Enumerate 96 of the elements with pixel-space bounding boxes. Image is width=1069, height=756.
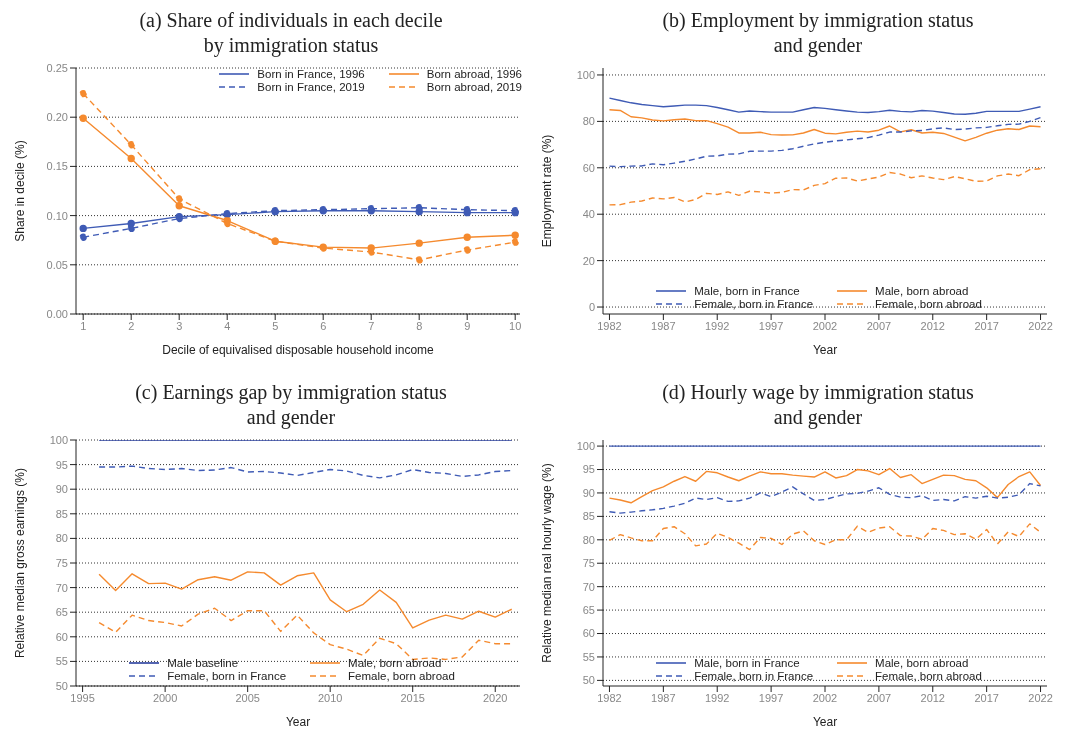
x-tick-label: 1987 [651, 319, 676, 332]
x-tick-label: 2017 [974, 691, 999, 704]
y-tick-label: 40 [582, 208, 595, 221]
x-tick-label: 2007 [866, 319, 892, 332]
y-axis-title: Share in decile (%) [13, 140, 28, 242]
x-tick-label: 2015 [400, 691, 425, 704]
x-tick-label: 7 [368, 319, 375, 332]
y-tick-label: 0.20 [46, 111, 68, 124]
y-tick-label: 100 [49, 433, 68, 446]
y-tick-label: 55 [55, 655, 68, 668]
x-tick-label: 2005 [235, 691, 260, 704]
x-tick-label: 1997 [758, 319, 784, 332]
x-tick-label: 4 [224, 319, 231, 332]
legend-label: Male, born abroad [875, 285, 969, 297]
y-tick-label: 80 [55, 532, 68, 545]
x-tick-label: 8 [416, 319, 423, 332]
y-axis-title: Employment rate (%) [540, 134, 555, 248]
legend-label: Born in France, 2019 [257, 81, 365, 93]
x-axis-title: Decile of equivalised disposable household income [162, 343, 435, 357]
x-tick-label: 1982 [597, 691, 622, 704]
x-tick-label: 2002 [812, 319, 838, 332]
legend-label: Male, born in France [694, 285, 800, 297]
legend-label: Female, born in France [694, 670, 814, 682]
y-tick-label: 75 [582, 557, 595, 570]
y-tick-label: 0.10 [46, 209, 68, 222]
legend-label: Born in France, 1996 [257, 68, 365, 80]
y-tick-label: 60 [55, 630, 68, 643]
y-tick-label: 100 [576, 440, 595, 452]
legend-label: Female, born in France [694, 298, 814, 310]
x-tick-label: 2000 [152, 691, 178, 704]
y-tick-label: 85 [55, 507, 68, 520]
y-tick-label: 70 [582, 580, 595, 593]
x-tick-label: 2022 [1028, 691, 1053, 704]
x-axis-title: Year [285, 715, 311, 729]
y-tick-label: 60 [582, 627, 595, 640]
legend-label: Female, born abroad [348, 670, 455, 682]
x-tick-label: 2010 [317, 691, 343, 704]
x-tick-label: 2012 [920, 691, 946, 704]
y-tick-label: 0.05 [46, 258, 68, 271]
x-axis-title: Year [812, 715, 838, 729]
y-tick-label: 85 [582, 510, 595, 523]
y-tick-label: 95 [582, 463, 595, 476]
x-tick-label: 1987 [651, 691, 676, 704]
y-tick-label: 0.00 [46, 307, 68, 320]
x-tick-label: 2007 [866, 691, 892, 704]
x-tick-label: 1997 [758, 691, 784, 704]
x-tick-label: 10 [509, 319, 522, 332]
y-tick-label: 95 [55, 458, 68, 471]
legend-label: Male baseline [167, 657, 239, 669]
y-tick-label: 50 [582, 674, 595, 687]
y-tick-label: 0 [588, 300, 595, 313]
chart-title: (a) Share of individuals in each decile by immigration status [138, 8, 444, 58]
x-tick-label: 2 [128, 319, 135, 332]
y-tick-label: 0.15 [46, 160, 68, 173]
chart-title: (b) Employment by immigration status and gender [661, 8, 975, 58]
legend-label: Female, born in France [167, 670, 287, 682]
legend-label: Born abroad, 1996 [426, 68, 522, 80]
y-tick-label: 65 [582, 604, 595, 616]
x-tick-label: 1992 [704, 691, 730, 704]
x-tick-label: 5 [272, 319, 279, 332]
chart-title: (d) Hourly wage by immigration status and gender [661, 380, 975, 430]
x-tick-label: 1992 [704, 319, 730, 332]
y-tick-label: 80 [582, 533, 595, 546]
legend-label: Male, born abroad [348, 657, 442, 669]
y-tick-label: 80 [582, 115, 595, 128]
y-tick-label: 50 [55, 679, 68, 692]
y-tick-label: 55 [582, 650, 595, 663]
y-tick-label: 0.25 [46, 61, 68, 74]
x-tick-label: 9 [464, 319, 471, 332]
y-tick-label: 90 [582, 486, 595, 499]
legend-label: Female, born abroad [875, 670, 982, 682]
y-tick-label: 100 [576, 68, 595, 81]
x-axis-title: Year [812, 343, 838, 357]
x-tick-label: 2022 [1028, 319, 1053, 332]
y-tick-label: 20 [582, 254, 595, 267]
x-tick-label: 2017 [974, 319, 999, 332]
legend-label: Born abroad, 2019 [426, 81, 522, 93]
legend-label: Male, born abroad [875, 657, 969, 669]
x-tick-label: 2020 [483, 691, 508, 704]
chart-title: (c) Earnings gap by immigration status and gender [134, 380, 448, 430]
x-tick-label: 1995 [70, 691, 95, 704]
y-tick-label: 60 [582, 161, 595, 174]
y-tick-label: 70 [55, 581, 68, 594]
y-tick-label: 65 [55, 606, 68, 619]
y-axis-title: Relative median gross earnings (%) [13, 467, 28, 659]
x-tick-label: 2012 [920, 319, 946, 332]
legend-label: Female, born abroad [875, 298, 982, 310]
x-tick-label: 1 [80, 319, 87, 332]
y-axis-title: Relative median real hourly wage (%) [540, 463, 555, 663]
x-tick-label: 3 [176, 319, 183, 332]
y-tick-label: 75 [55, 556, 68, 569]
y-tick-label: 90 [55, 483, 68, 496]
x-tick-label: 6 [320, 319, 327, 332]
x-tick-label: 1982 [597, 319, 622, 332]
x-tick-label: 2002 [812, 691, 838, 704]
legend-label: Male, born in France [694, 657, 800, 669]
